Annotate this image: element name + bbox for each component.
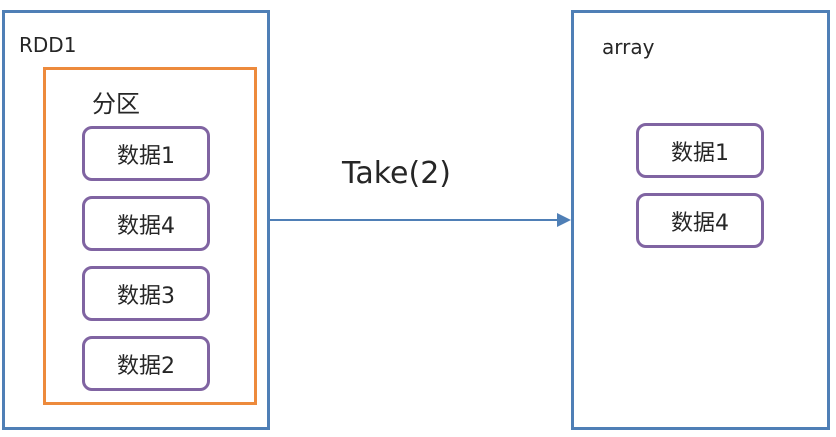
array-title: array — [602, 35, 655, 59]
array-container: array 数据1 数据4 — [571, 10, 830, 430]
rdd-item-3: 数据3 — [82, 266, 210, 321]
partition-box: 分区 数据1 数据4 数据3 数据2 — [43, 67, 257, 405]
rdd1-container: RDD1 分区 数据1 数据4 数据3 数据2 — [2, 10, 270, 430]
array-item-1: 数据1 — [636, 123, 764, 178]
rdd1-title: RDD1 — [19, 33, 77, 57]
arrow-head — [557, 213, 571, 227]
take-operation-label: Take(2) — [342, 156, 451, 191]
rdd-item-1: 数据1 — [82, 126, 210, 181]
rdd-item-4: 数据2 — [82, 336, 210, 391]
array-item-2: 数据4 — [636, 193, 764, 248]
partition-title: 分区 — [92, 90, 140, 118]
rdd-item-2: 数据4 — [82, 196, 210, 251]
